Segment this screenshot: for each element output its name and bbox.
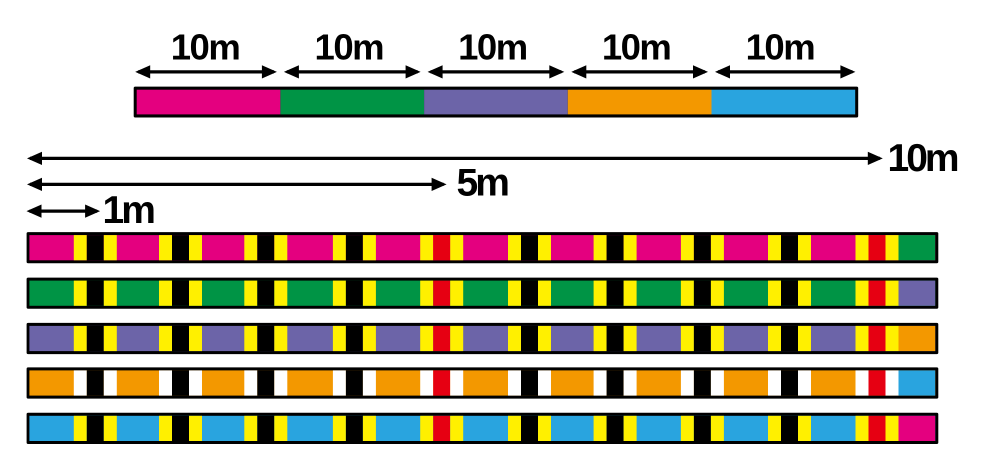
svg-text:10m: 10m [888, 137, 958, 180]
svg-text:5m: 5m [457, 162, 509, 205]
svg-text:10m: 10m [171, 26, 240, 67]
svg-text:10m: 10m [602, 26, 671, 67]
svg-text:10m: 10m [746, 26, 815, 67]
svg-text:10m: 10m [458, 26, 527, 67]
svg-text:10m: 10m [315, 26, 384, 67]
svg-text:1m: 1m [103, 189, 155, 232]
